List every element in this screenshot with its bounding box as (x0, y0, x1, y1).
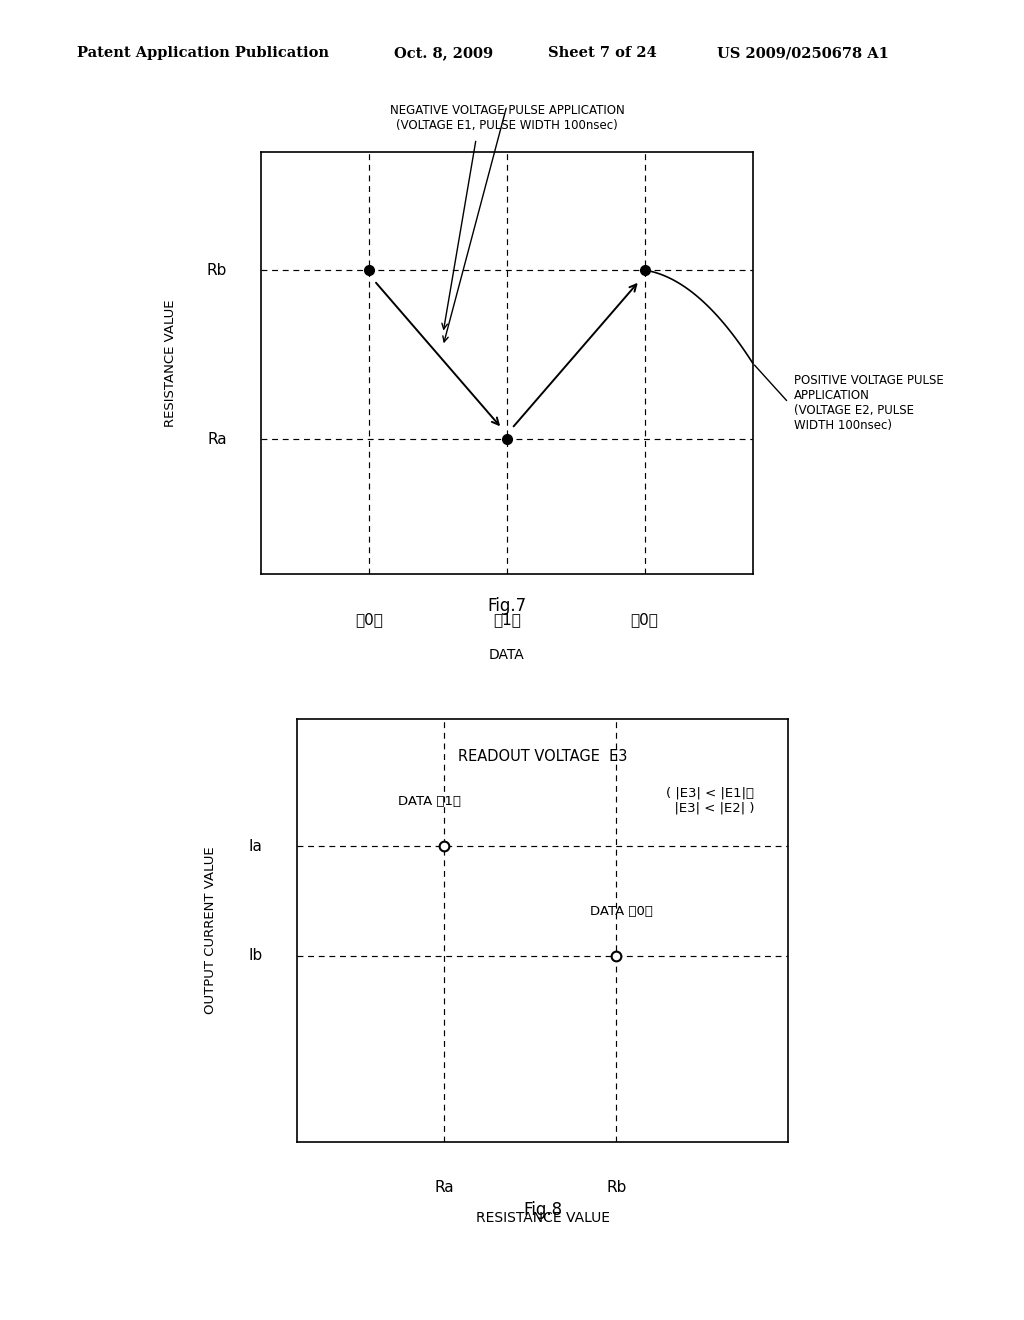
Text: 「0」: 「0」 (355, 612, 383, 627)
Text: US 2009/0250678 A1: US 2009/0250678 A1 (717, 46, 889, 61)
Text: Oct. 8, 2009: Oct. 8, 2009 (394, 46, 494, 61)
Text: 「1」: 「1」 (493, 612, 521, 627)
Text: READOUT VOLTAGE  E3: READOUT VOLTAGE E3 (458, 748, 628, 764)
Text: DATA: DATA (489, 648, 524, 663)
Text: Ib: Ib (248, 949, 262, 964)
Text: RESISTANCE VALUE: RESISTANCE VALUE (164, 300, 177, 426)
Text: DATA 「1」: DATA 「1」 (398, 795, 461, 808)
Text: POSITIVE VOLTAGE PULSE
APPLICATION
(VOLTAGE E2, PULSE
WIDTH 100nsec): POSITIVE VOLTAGE PULSE APPLICATION (VOLT… (794, 374, 943, 432)
Text: NEGATIVE VOLTAGE PULSE APPLICATION
(VOLTAGE E1, PULSE WIDTH 100nsec): NEGATIVE VOLTAGE PULSE APPLICATION (VOLT… (389, 104, 625, 132)
Text: Sheet 7 of 24: Sheet 7 of 24 (548, 46, 656, 61)
Text: ( |E3| < |E1|，
  |E3| < |E2| ): ( |E3| < |E1|， |E3| < |E2| ) (666, 787, 754, 814)
Text: Patent Application Publication: Patent Application Publication (77, 46, 329, 61)
Text: DATA 「0」: DATA 「0」 (590, 906, 653, 917)
Text: Ia: Ia (249, 838, 262, 854)
Text: Rb: Rb (207, 263, 226, 277)
Text: Fig.7: Fig.7 (487, 597, 526, 615)
Text: Ra: Ra (207, 432, 226, 446)
Text: OUTPUT CURRENT VALUE: OUTPUT CURRENT VALUE (205, 847, 217, 1014)
Text: Rb: Rb (606, 1180, 627, 1195)
Text: Fig.8: Fig.8 (523, 1201, 562, 1220)
Text: RESISTANCE VALUE: RESISTANCE VALUE (476, 1212, 609, 1225)
Text: Ra: Ra (434, 1180, 455, 1195)
Text: 「0」: 「0」 (631, 612, 658, 627)
